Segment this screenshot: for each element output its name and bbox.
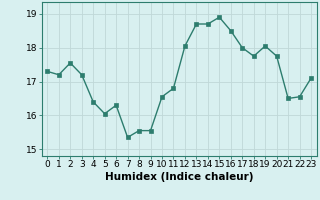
X-axis label: Humidex (Indice chaleur): Humidex (Indice chaleur) [105,172,253,182]
